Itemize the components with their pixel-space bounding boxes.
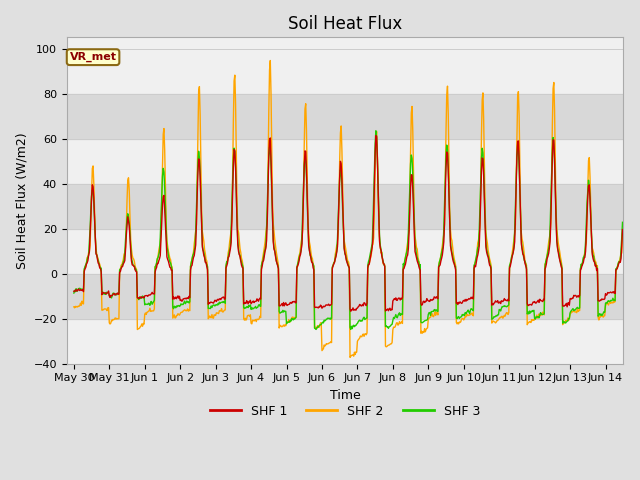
Bar <box>67 274 623 319</box>
Y-axis label: Soil Heat Flux (W/m2): Soil Heat Flux (W/m2) <box>15 132 28 269</box>
X-axis label: Time: Time <box>330 389 360 402</box>
Title: Soil Heat Flux: Soil Heat Flux <box>288 15 402 33</box>
Text: VR_met: VR_met <box>70 52 116 62</box>
Legend: SHF 1, SHF 2, SHF 3: SHF 1, SHF 2, SHF 3 <box>205 400 485 423</box>
Bar <box>67 184 623 228</box>
Bar <box>67 94 623 139</box>
